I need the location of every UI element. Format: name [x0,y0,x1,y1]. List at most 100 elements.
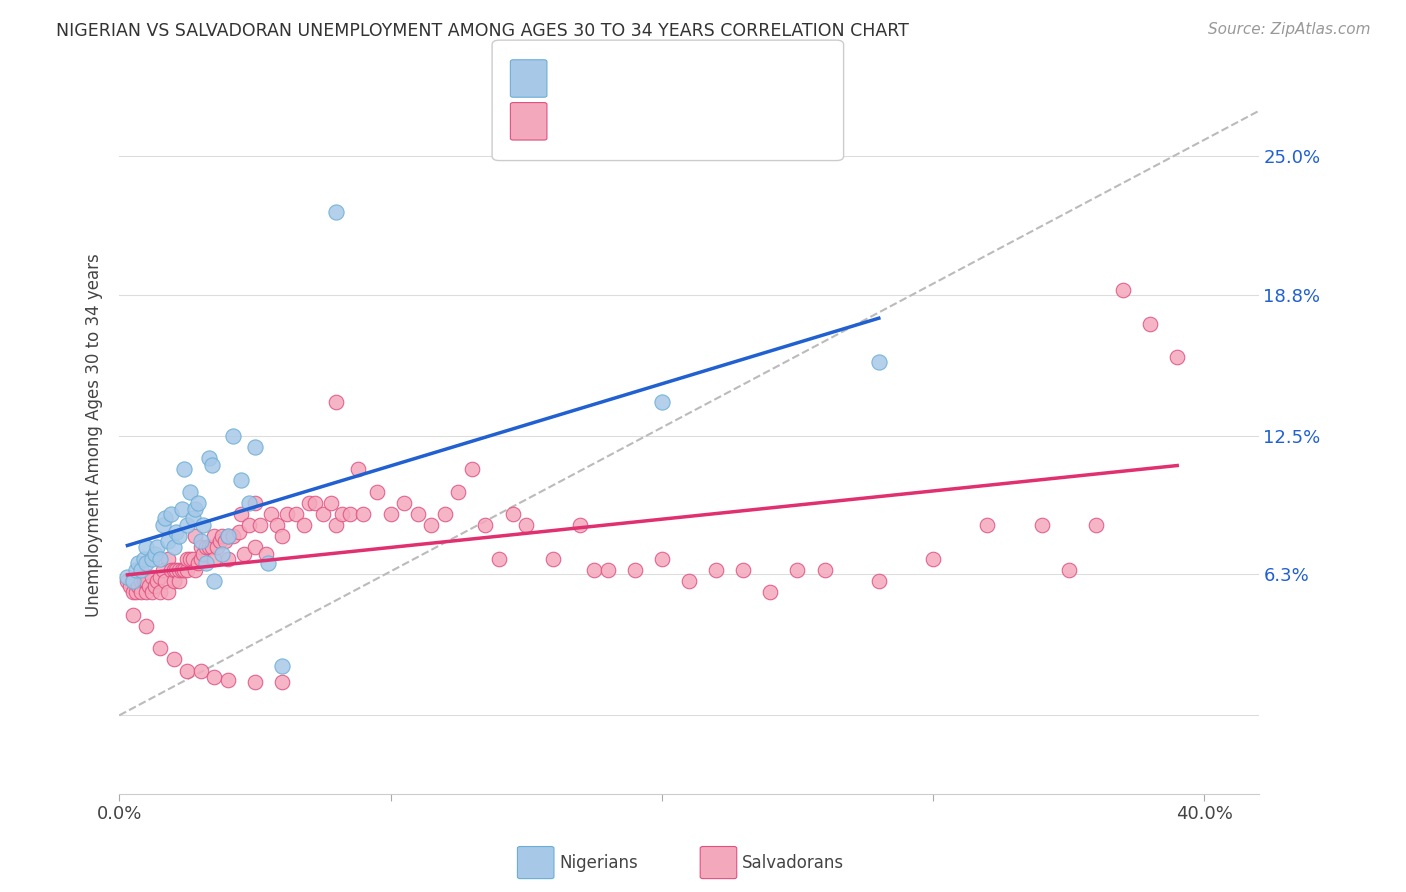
Point [176,664,198,678]
Point [868,354,890,368]
Point [117,569,139,583]
Point [596,563,619,577]
Point [127,578,149,592]
Point [149,569,172,583]
Text: R =: R = [553,70,592,87]
Point [238,496,260,510]
Point [179,551,201,566]
Point [347,462,370,476]
Point [582,563,605,577]
Point [813,563,835,577]
Point [474,518,496,533]
Point [190,541,212,555]
Text: N =: N = [665,112,704,130]
Point [243,674,266,689]
Text: 0.301: 0.301 [583,112,640,130]
Point [184,529,207,543]
Point [135,585,157,599]
Point [167,574,190,588]
Point [211,547,233,561]
Point [257,556,280,570]
Point [271,674,294,689]
Point [1112,283,1135,297]
Point [678,574,700,588]
Point [141,551,163,566]
Point [205,541,228,555]
Point [651,395,673,409]
Point [173,462,195,476]
Point [488,551,510,566]
Point [170,563,193,577]
Text: Salvadorans: Salvadorans [742,855,845,872]
Point [143,578,166,592]
Point [222,529,245,543]
Point [325,204,347,219]
Point [149,641,172,656]
Point [135,574,157,588]
Point [249,518,271,533]
Point [330,507,353,521]
Point [243,541,266,555]
Point [135,619,157,633]
Point [184,502,207,516]
Point [157,533,180,548]
Point [162,541,184,555]
Point [141,569,163,583]
Y-axis label: Unemployment Among Ages 30 to 34 years: Unemployment Among Ages 30 to 34 years [86,253,103,617]
Point [152,563,174,577]
Point [1057,563,1080,577]
Point [325,395,347,409]
Point [922,551,945,566]
Point [149,551,172,566]
Point [181,551,204,566]
Point [193,518,215,533]
Point [135,541,157,555]
Point [515,518,537,533]
Point [121,607,143,622]
Point [1031,518,1053,533]
Point [461,462,484,476]
Point [211,529,233,543]
Point [184,563,207,577]
Point [433,507,456,521]
Text: 0.537: 0.537 [583,70,640,87]
Text: NIGERIAN VS SALVADORAN UNEMPLOYMENT AMONG AGES 30 TO 34 YEARS CORRELATION CHART: NIGERIAN VS SALVADORAN UNEMPLOYMENT AMON… [56,22,910,40]
Point [352,507,374,521]
Text: 43: 43 [697,70,723,87]
Point [1139,317,1161,331]
Point [200,541,222,555]
Point [1084,518,1107,533]
Point [157,585,180,599]
Point [569,518,592,533]
Point [366,484,388,499]
Point [202,529,225,543]
Point [243,496,266,510]
Point [217,529,239,543]
Point [214,533,236,548]
Point [233,547,256,561]
Point [176,518,198,533]
Text: N =: N = [665,70,704,87]
Point [143,547,166,561]
Text: R =: R = [553,112,592,130]
Point [167,563,190,577]
Point [162,652,184,666]
Point [197,541,219,555]
Point [162,563,184,577]
Point [292,518,315,533]
Point [231,507,253,521]
Text: Source: ZipAtlas.com: Source: ZipAtlas.com [1208,22,1371,37]
Point [195,541,218,555]
Point [304,496,326,510]
Point [187,556,209,570]
Point [124,585,146,599]
Point [152,518,174,533]
Point [254,547,277,561]
Point [325,518,347,533]
Point [132,551,155,566]
Point [135,556,157,570]
Point [543,551,565,566]
Point [759,585,782,599]
Point [146,541,169,555]
Point [195,556,218,570]
